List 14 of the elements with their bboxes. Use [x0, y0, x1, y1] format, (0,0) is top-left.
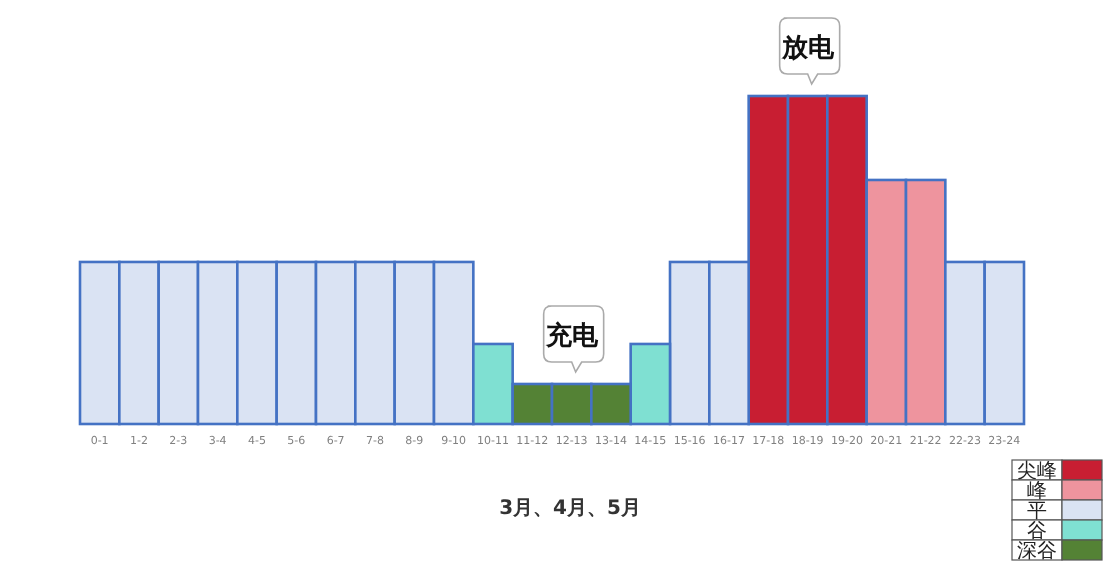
bar	[511, 382, 554, 426]
legend-label: 平	[1027, 501, 1047, 523]
legend-label: 谷	[1027, 519, 1047, 543]
x-axis-title: 3月、4月、5月	[499, 498, 641, 520]
legend-label: 尖峰	[1017, 459, 1057, 483]
bar	[550, 382, 593, 426]
legend-label: 峰	[1027, 479, 1047, 503]
bar	[826, 94, 868, 426]
annotation: 放电	[779, 34, 836, 64]
bar	[590, 382, 632, 426]
bar	[786, 94, 829, 426]
annotation: 充电	[543, 319, 600, 352]
bar	[865, 178, 908, 426]
legend-label: 深谷	[1017, 539, 1057, 563]
